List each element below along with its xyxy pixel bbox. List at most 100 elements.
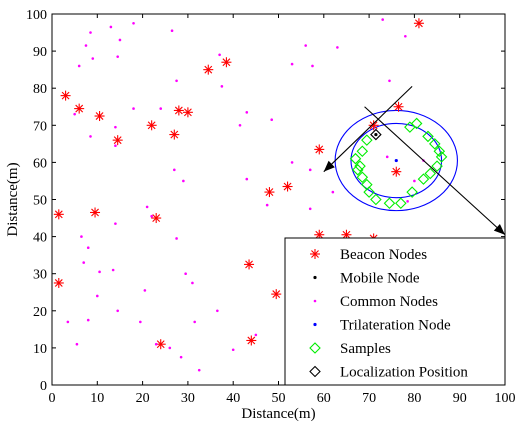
asterisk-stroke (95, 112, 104, 120)
common-nodes-point (385, 155, 389, 159)
common-nodes-point (96, 294, 99, 298)
common-nodes-point (311, 64, 314, 68)
samples-point (417, 173, 430, 185)
y-axis-label: Distance(m) (5, 162, 21, 236)
beacon-nodes-point (413, 18, 424, 29)
asterisk-stroke (61, 91, 70, 100)
common-nodes-point (66, 320, 70, 324)
samples-point (433, 145, 446, 158)
common-nodes-point (89, 31, 92, 34)
common-nodes-point (114, 144, 117, 148)
common-nodes-point (290, 161, 294, 164)
asterisk-stroke (222, 58, 231, 67)
common-nodes-point (118, 38, 122, 42)
samples-point (349, 152, 362, 165)
y-tick-label: 40 (33, 231, 47, 246)
common-nodes-point (154, 342, 158, 346)
y-tick-label: 10 (33, 342, 47, 357)
common-nodes-point (75, 342, 79, 346)
x-tick-label: 30 (181, 391, 195, 406)
common-nodes-point (218, 53, 221, 57)
common-nodes-point (413, 179, 416, 183)
asterisk-stroke (369, 121, 378, 130)
arrow-line (364, 106, 506, 236)
samples-point (363, 186, 375, 198)
asterisk-stroke (342, 230, 351, 239)
asterisk-stroke (415, 19, 423, 28)
common-nodes-point (254, 333, 258, 337)
asterisk-stroke (392, 167, 401, 176)
y-tick-label: 20 (33, 305, 47, 320)
common-nodes-point (132, 107, 135, 110)
asterisk-stroke (272, 290, 281, 299)
common-nodes-point (139, 320, 142, 324)
beacon-nodes-point (341, 229, 352, 240)
beacon-nodes-point (74, 103, 85, 114)
common-nodes-point (116, 55, 119, 58)
legend-items: Beacon Nodes Mobile Node Common Nodes Trila… (309, 247, 468, 381)
x-axis-label: Distance(m) (241, 406, 315, 422)
common-nodes-point (270, 118, 274, 122)
beacon-nodes-point (60, 90, 71, 101)
asterisk-stroke (156, 340, 165, 349)
common-nodes-point (308, 168, 312, 172)
x-tick-label: 20 (136, 391, 150, 406)
common-nodes-point (231, 348, 235, 352)
legend-label: Samples (340, 341, 391, 357)
common-nodes-point (388, 79, 391, 83)
beacon-nodes-point (203, 64, 214, 75)
x-tick-label: 90 (453, 391, 467, 406)
legend-marker (313, 299, 317, 303)
x-tick-label: 0 (49, 391, 56, 406)
common-nodes-point (111, 268, 115, 272)
beacon-nodes-point (146, 120, 157, 131)
y-tick-label: 0 (40, 379, 47, 394)
common-nodes-point (132, 21, 135, 25)
asterisk-stroke (113, 136, 122, 145)
common-nodes-point (175, 79, 178, 83)
common-nodes-point (116, 309, 119, 313)
common-nodes-point (86, 318, 90, 322)
beacon-nodes-point (182, 107, 193, 118)
x-tick-label: 50 (272, 391, 286, 406)
asterisk-stroke (283, 182, 292, 191)
legend-label: Common Nodes (340, 294, 438, 310)
arrow-line (323, 85, 413, 173)
beacon-nodes-point (264, 187, 275, 198)
beacon-nodes-point (393, 101, 404, 112)
legend-marker (309, 365, 321, 378)
y-tick-label: 100 (26, 8, 47, 23)
legend-marker (313, 322, 317, 327)
legend-label: Mobile Node (340, 271, 420, 287)
beacon-nodes-point (244, 259, 255, 270)
samples-point (356, 145, 369, 158)
asterisk-stroke (54, 210, 63, 219)
common-nodes-point (290, 62, 294, 66)
legend-box (284, 237, 506, 386)
legend-marker (310, 249, 320, 259)
legend-label: Trilateration Node (340, 318, 451, 334)
beacon-nodes-point (221, 57, 232, 68)
samples-point (361, 134, 373, 146)
common-nodes-point (191, 281, 194, 285)
samples-point (435, 151, 448, 163)
asterisk-stroke (54, 279, 63, 287)
common-nodes-point (159, 107, 163, 110)
common-nodes-point (114, 125, 117, 129)
beacon-nodes-point (314, 144, 325, 155)
common-nodes-point (98, 270, 101, 274)
y-tick-label: 60 (33, 156, 47, 171)
samples-point (395, 197, 407, 209)
common-nodes-point (84, 44, 88, 47)
common-nodes-point (184, 272, 187, 276)
arrow-head (493, 224, 505, 235)
samples-point (354, 160, 366, 172)
common-nodes-point (77, 64, 81, 68)
x-tick-label: 100 (495, 391, 516, 406)
asterisk-stroke (247, 336, 256, 345)
samples-point (370, 193, 382, 206)
beacon-nodes-point (169, 129, 180, 140)
common-nodes-point (109, 25, 113, 29)
